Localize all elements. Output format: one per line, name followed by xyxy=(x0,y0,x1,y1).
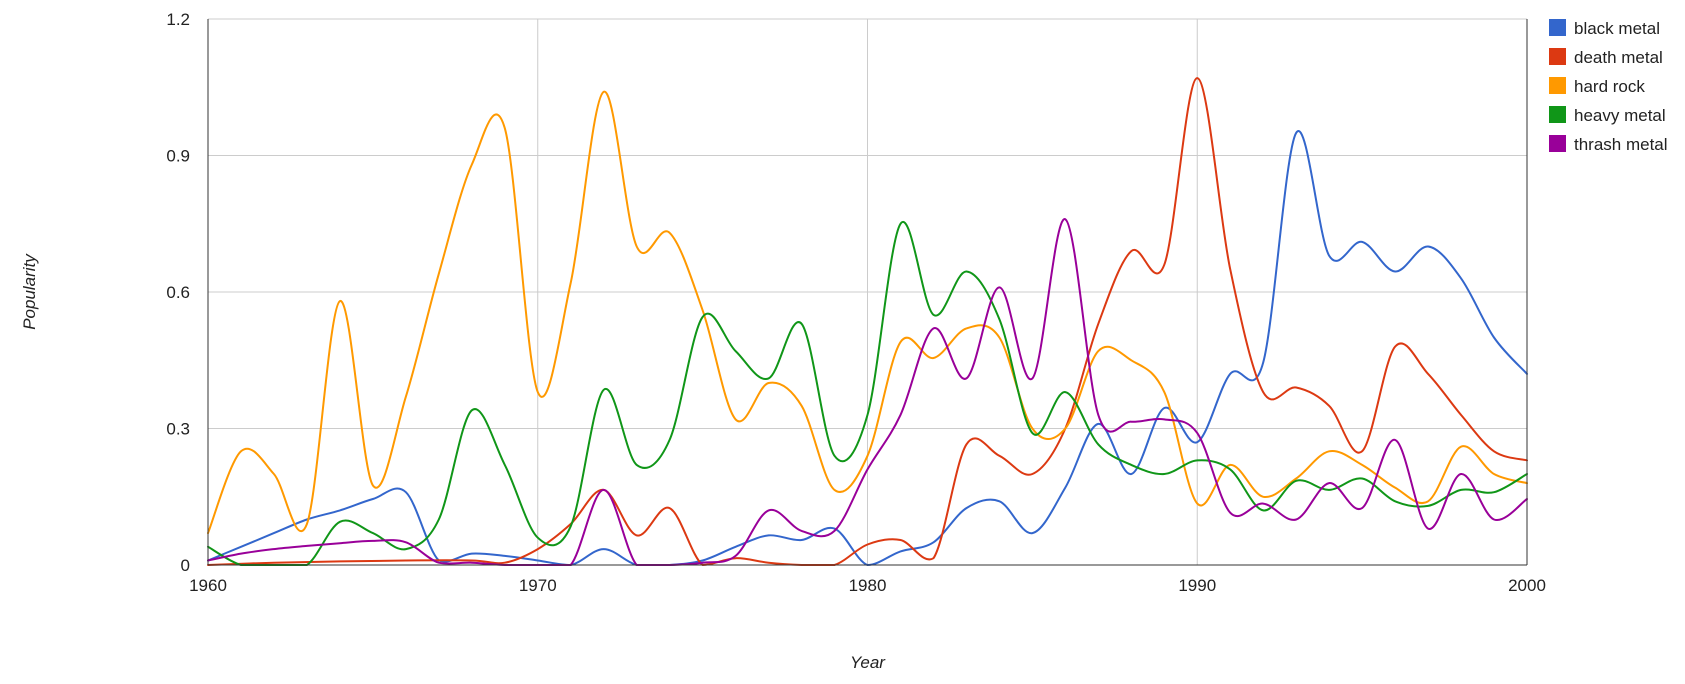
grid xyxy=(208,18,1527,565)
legend-swatch-hard-rock xyxy=(1549,77,1566,94)
y-tick-label: 0.6 xyxy=(166,283,190,302)
series-lines xyxy=(207,77,1528,567)
x-axis-title: Year xyxy=(850,653,886,672)
y-tick-label: 1.2 xyxy=(166,10,190,29)
legend-label-hard-rock: hard rock xyxy=(1574,77,1645,96)
legend: black metal death metal hard rock heavy met… xyxy=(1549,19,1668,154)
x-tick-label: 1960 xyxy=(189,576,227,595)
y-tick-label: 0 xyxy=(181,556,190,575)
x-tick-label: 1990 xyxy=(1178,576,1216,595)
legend-swatch-heavy-metal xyxy=(1549,106,1566,123)
legend-swatch-black-metal xyxy=(1549,19,1566,36)
x-tick-label: 1970 xyxy=(519,576,557,595)
x-tick-label: 1980 xyxy=(849,576,887,595)
legend-swatch-death-metal xyxy=(1549,48,1566,65)
y-tick-label: 0.9 xyxy=(166,147,190,166)
series-line-heavy-metal xyxy=(207,220,1528,567)
series-line-thrash-metal xyxy=(207,218,1528,567)
series-line-death-metal xyxy=(207,77,1528,567)
series-line-hard-rock xyxy=(207,90,1528,535)
legend-swatch-thrash-metal xyxy=(1549,135,1566,152)
legend-label-heavy-metal: heavy metal xyxy=(1574,106,1666,125)
axes: 1960 1970 1980 1990 2000 0 0.3 0.6 0.9 1.2 xyxy=(166,10,1546,595)
y-axis-title: Popularity xyxy=(20,253,39,330)
legend-label-thrash-metal: thrash metal xyxy=(1574,135,1668,154)
legend-label-death-metal: death metal xyxy=(1574,48,1663,67)
x-tick-label: 2000 xyxy=(1508,576,1546,595)
legend-label-black-metal: black metal xyxy=(1574,19,1660,38)
y-tick-label: 0.3 xyxy=(166,420,190,439)
